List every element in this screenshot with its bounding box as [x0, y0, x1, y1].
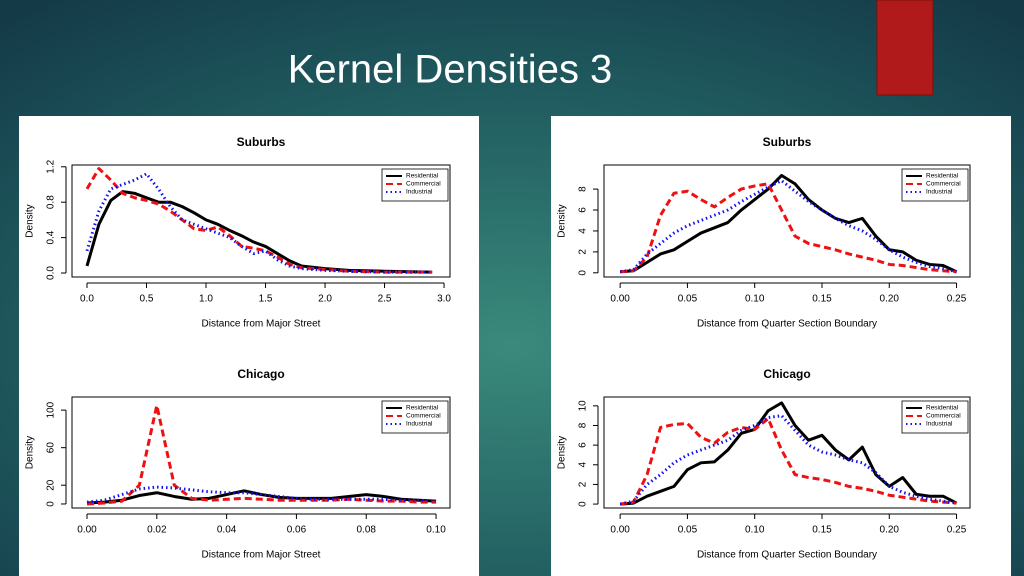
y-axis-label: Density	[25, 436, 36, 469]
x-tick-label: 0.04	[217, 525, 237, 536]
x-tick-label: 0.20	[880, 294, 900, 305]
legend-label: Industrial	[926, 421, 953, 428]
plot-frame	[71, 164, 451, 278]
y-tick-label: 10	[578, 400, 589, 412]
x-tick-label: 0.10	[745, 525, 765, 536]
y-axis-label: Density	[25, 204, 36, 237]
y-tick-label: 0	[578, 270, 589, 276]
accent-block	[876, 0, 934, 96]
density-line	[86, 403, 437, 506]
density-line	[86, 485, 437, 504]
x-tick-label: 0.15	[812, 525, 832, 536]
x-tick-label: 0.00	[77, 525, 97, 536]
y-tick-label: 20	[46, 479, 57, 491]
slide-title: Kernel Densities 3	[288, 48, 613, 92]
legend-label: Commercial	[406, 413, 441, 420]
x-tick-label: 0.02	[147, 525, 167, 536]
x-tick-label: 0.05	[678, 525, 698, 536]
legend-label: Commercial	[406, 181, 441, 188]
density-line	[619, 414, 957, 506]
x-tick-label: 0.25	[947, 294, 967, 305]
x-axis-label: Distance from Quarter Section Boundary	[697, 319, 877, 330]
x-tick-label: 0.00	[610, 525, 630, 536]
density-line	[619, 179, 957, 274]
y-tick-label: 0.8	[46, 195, 57, 209]
x-tick-label: 0.00	[610, 294, 630, 305]
y-tick-label: 0.0	[46, 266, 57, 280]
legend-label: Commercial	[926, 181, 961, 188]
x-tick-label: 0.10	[745, 294, 765, 305]
y-tick-label: 4	[578, 228, 589, 234]
x-tick-label: 0.25	[947, 525, 967, 536]
chart-title: Chicago	[763, 367, 810, 381]
y-tick-label: 4	[578, 462, 589, 468]
y-tick-label: 0	[578, 501, 589, 507]
plot-frame	[71, 396, 451, 509]
density-line	[620, 401, 958, 506]
legend-label: Residential	[406, 405, 439, 412]
density-line	[619, 417, 957, 506]
x-tick-label: 0.05	[678, 294, 698, 305]
chart-title: Chicago	[237, 367, 284, 381]
x-axis-label: Distance from Major Street	[202, 550, 321, 561]
y-tick-label: 0	[46, 501, 57, 507]
x-tick-label: 1.5	[259, 294, 273, 305]
y-tick-label: 1.2	[46, 159, 57, 173]
legend-label: Industrial	[926, 189, 953, 196]
y-axis-label: Density	[557, 204, 568, 237]
y-axis-label: Density	[557, 436, 568, 469]
y-tick-label: 6	[578, 207, 589, 213]
y-tick-label: 2	[578, 481, 589, 487]
x-tick-label: 0.06	[287, 525, 307, 536]
x-tick-label: 2.0	[318, 294, 332, 305]
density-line	[620, 182, 957, 274]
y-tick-label: 8	[578, 186, 589, 192]
y-tick-label: 0.4	[46, 230, 57, 244]
x-tick-label: 2.5	[378, 294, 392, 305]
x-axis-label: Distance from Quarter Section Boundary	[697, 550, 877, 561]
y-tick-label: 60	[46, 442, 57, 454]
chart-title: Suburbs	[237, 135, 286, 149]
plot-frame	[603, 164, 971, 278]
x-tick-label: 0.08	[356, 525, 376, 536]
x-tick-label: 3.0	[437, 294, 451, 305]
y-tick-label: 8	[578, 422, 589, 428]
x-tick-label: 0.0	[80, 294, 94, 305]
legend-label: Industrial	[406, 421, 433, 428]
chart-title: Suburbs	[763, 135, 812, 149]
legend-label: Residential	[926, 405, 959, 412]
y-tick-label: 2	[578, 249, 589, 255]
x-tick-label: 1.0	[199, 294, 213, 305]
density-line	[85, 167, 433, 274]
legend-label: Commercial	[926, 413, 961, 420]
x-tick-label: 0.20	[880, 525, 900, 536]
y-tick-label: 6	[578, 442, 589, 448]
density-line	[620, 173, 958, 274]
legend-label: Industrial	[406, 189, 433, 196]
legend-label: Residential	[406, 173, 439, 180]
x-tick-label: 0.5	[140, 294, 154, 305]
x-tick-label: 0.10	[426, 525, 446, 536]
legend-label: Residential	[926, 173, 959, 180]
x-tick-label: 0.15	[812, 294, 832, 305]
x-axis-label: Distance from Major Street	[202, 319, 321, 330]
plot-frame	[603, 396, 971, 509]
y-tick-label: 100	[46, 401, 57, 418]
